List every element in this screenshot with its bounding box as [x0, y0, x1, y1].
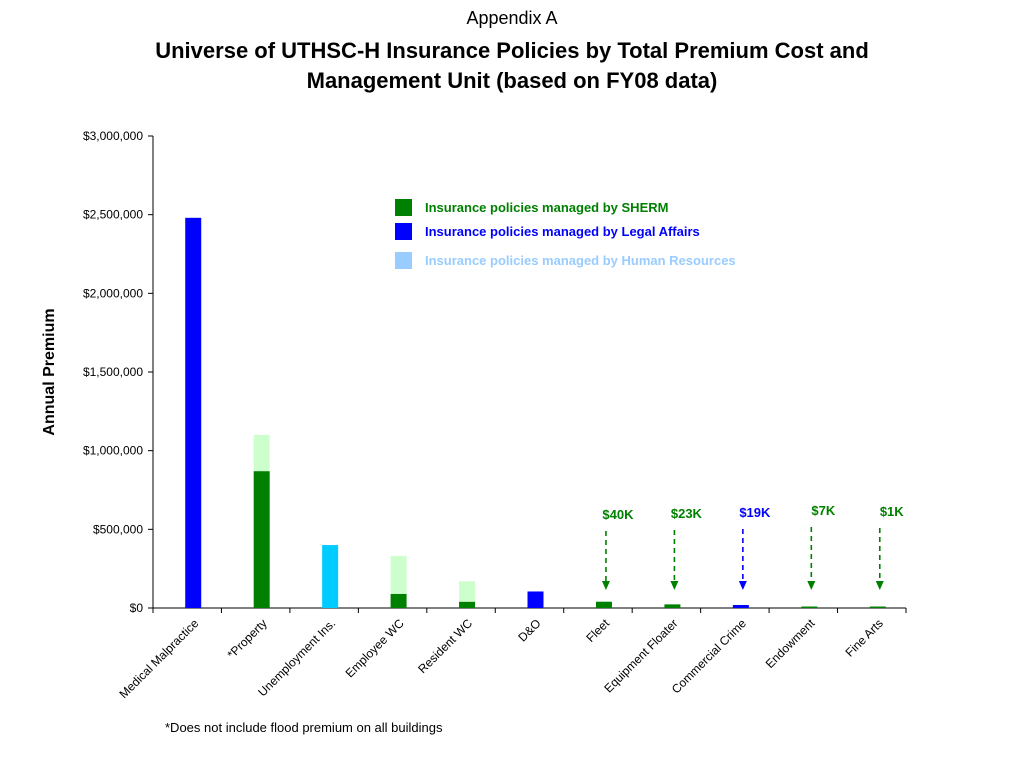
bar-segment	[322, 545, 339, 608]
x-category-label: Fine Arts	[843, 616, 886, 659]
chart-title-line-1: Universe of UTHSC-H Insurance Policies b…	[155, 38, 869, 63]
annotation-arrowhead	[601, 581, 610, 590]
x-category-label: Unemployment Ins.	[255, 616, 338, 699]
bar-segment	[459, 601, 476, 608]
legend-swatch	[395, 199, 412, 216]
bar-segment	[664, 604, 681, 608]
y-axis-label: Annual Premium	[41, 308, 58, 435]
y-tick-label: $500,000	[93, 522, 143, 536]
annotation-arrowhead	[738, 581, 747, 590]
annotation-arrowhead	[807, 581, 816, 590]
x-category-label: Employee WC	[343, 616, 407, 680]
x-category-label: Equipment Floater	[601, 616, 680, 695]
bar-segment	[390, 593, 407, 608]
annotation-label: $23K	[671, 506, 703, 521]
chart-title-line-2: Management Unit (based on FY08 data)	[306, 68, 718, 93]
bar-segment	[390, 556, 407, 594]
annotation-label: $19K	[739, 505, 771, 520]
x-category-label: Commercial Crime	[669, 616, 749, 696]
legend-label: Insurance policies managed by SHERM	[425, 200, 668, 215]
bar-segment	[185, 217, 202, 608]
y-tick-label: $2,500,000	[83, 208, 143, 222]
annotation-label: $1K	[880, 504, 904, 519]
bar-segment	[732, 605, 749, 608]
x-category-label: *Property	[225, 616, 270, 661]
y-tick-label: $0	[130, 601, 144, 615]
appendix-label: Appendix A	[466, 8, 558, 28]
legend-label: Insurance policies managed by Legal Affa…	[425, 224, 700, 239]
x-category-label: Fleet	[583, 616, 612, 645]
annotation-arrowhead	[875, 581, 884, 590]
legend-swatch	[395, 252, 412, 269]
y-tick-label: $3,000,000	[83, 129, 143, 143]
footnote: *Does not include flood premium on all b…	[165, 720, 443, 735]
bar-segment	[459, 581, 476, 602]
bar-segment	[253, 434, 270, 472]
y-tick-label: $1,500,000	[83, 365, 143, 379]
x-category-label: Resident WC	[415, 616, 475, 676]
bar-segment	[801, 606, 818, 608]
annotation-label: $40K	[602, 507, 634, 522]
bar-segment	[595, 601, 612, 608]
legend-swatch	[395, 223, 412, 240]
chart-title: Universe of UTHSC-H Insurance Policies b…	[112, 36, 912, 96]
x-category-label: Medical Malpractice	[116, 616, 201, 701]
bar-segment	[527, 591, 544, 608]
annotation-arrowhead	[670, 581, 679, 590]
bar-segment	[253, 471, 270, 608]
legend-label: Insurance policies managed by Human Reso…	[425, 253, 736, 268]
y-tick-label: $2,000,000	[83, 286, 143, 300]
bar-segment	[869, 606, 886, 608]
x-category-label: D&O	[515, 616, 543, 644]
x-category-label: Endowment	[763, 616, 818, 671]
y-tick-label: $1,000,000	[83, 444, 143, 458]
annotation-label: $7K	[811, 503, 835, 518]
